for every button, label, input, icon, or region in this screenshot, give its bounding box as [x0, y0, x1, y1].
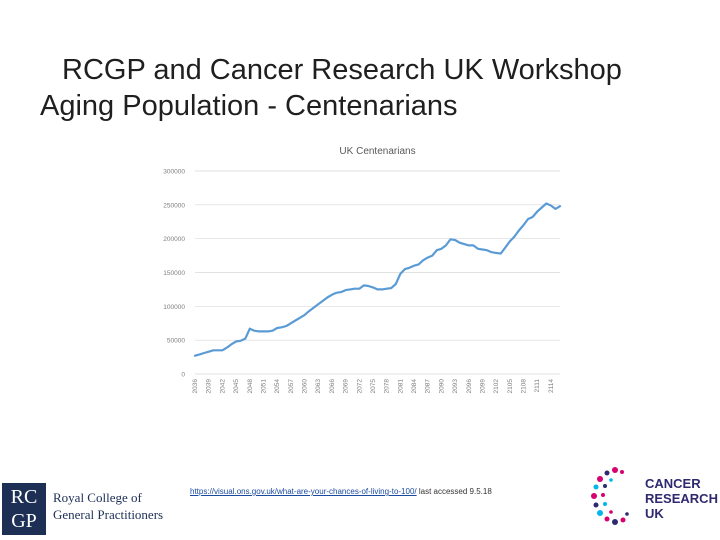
x-tick-label: 2093 — [452, 379, 459, 394]
x-tick-label: 2102 — [493, 379, 500, 394]
accessed-note: last accessed 9.5.18 — [416, 487, 492, 496]
x-tick-label: 2072 — [356, 379, 363, 394]
y-tick-label: 0 — [181, 372, 185, 379]
x-tick-label: 2105 — [507, 379, 514, 394]
x-tick-label: 2075 — [370, 379, 377, 394]
x-tick-label: 2066 — [329, 379, 336, 394]
x-tick-label: 2087 — [425, 379, 432, 394]
centenarians-chart: UK Centenarians 0 50000 100000 150000 200000 2… — [163, 146, 562, 394]
cruk-dots-icon — [591, 467, 629, 525]
cruk-logo: CANCER RESEARCH UK — [585, 462, 718, 532]
y-tick-label: 150000 — [163, 270, 185, 277]
x-tick-label: 2090 — [438, 379, 445, 394]
title-line-1: RCGP and Cancer Research UK Workshop — [62, 54, 622, 86]
x-tick-label: 2108 — [521, 379, 528, 394]
cruk-line-1: CANCER — [645, 476, 701, 491]
x-tick-label: 2045 — [233, 379, 240, 394]
slide-title: RCGP and Cancer Research UK Workshop Agi… — [0, 52, 720, 124]
source-citation: https://visual.ons.gov.uk/what-are-your-… — [190, 487, 492, 496]
x-tick-label: 2096 — [466, 379, 473, 394]
x-tick-label: 2063 — [315, 379, 322, 394]
x-tick-label: 2069 — [343, 379, 350, 394]
rcgp-monogram: RC GP — [2, 483, 46, 535]
x-tick-label: 2084 — [411, 379, 418, 394]
x-tick-label: 2036 — [192, 379, 199, 394]
y-tick-label: 250000 — [163, 202, 185, 209]
x-tick-label: 2060 — [302, 379, 309, 394]
x-tick-label: 2111 — [534, 379, 541, 393]
y-tick-label: 300000 — [163, 169, 185, 176]
rcgp-logo: RC GP Royal College of General Practitio… — [0, 481, 180, 537]
x-tick-label: 2048 — [247, 379, 254, 394]
x-tick-label: 2078 — [384, 379, 391, 394]
x-tick-label: 2114 — [548, 379, 555, 393]
x-tick-label: 2057 — [288, 379, 295, 394]
source-link[interactable]: https://visual.ons.gov.uk/what-are-your-… — [190, 487, 417, 496]
rcgp-wordmark: Royal College of General Practitioners — [53, 489, 163, 523]
series-line — [193, 202, 562, 357]
x-tick-label: 2099 — [479, 379, 486, 394]
x-tick-label: 2054 — [274, 379, 281, 394]
y-tick-label: 100000 — [163, 304, 185, 311]
title-line-2: Aging Population - Centenarians — [40, 90, 458, 122]
x-tick-label: 2042 — [219, 379, 226, 394]
x-tick-label: 2039 — [206, 379, 213, 394]
x-tick-label: 2051 — [260, 379, 267, 394]
rcgp-line-1: Royal College of — [53, 490, 142, 505]
rcgp-line-2: General Practitioners — [53, 507, 164, 522]
cruk-wordmark: CANCER RESEARCH UK — [645, 476, 718, 521]
chart-title: UK Centenarians — [339, 146, 415, 157]
cruk-line-3: UK — [645, 506, 664, 521]
x-tick-label: 2081 — [397, 379, 404, 394]
y-tick-label: 50000 — [167, 338, 185, 345]
cruk-line-2: RESEARCH — [645, 491, 718, 506]
y-tick-label: 200000 — [163, 236, 185, 243]
